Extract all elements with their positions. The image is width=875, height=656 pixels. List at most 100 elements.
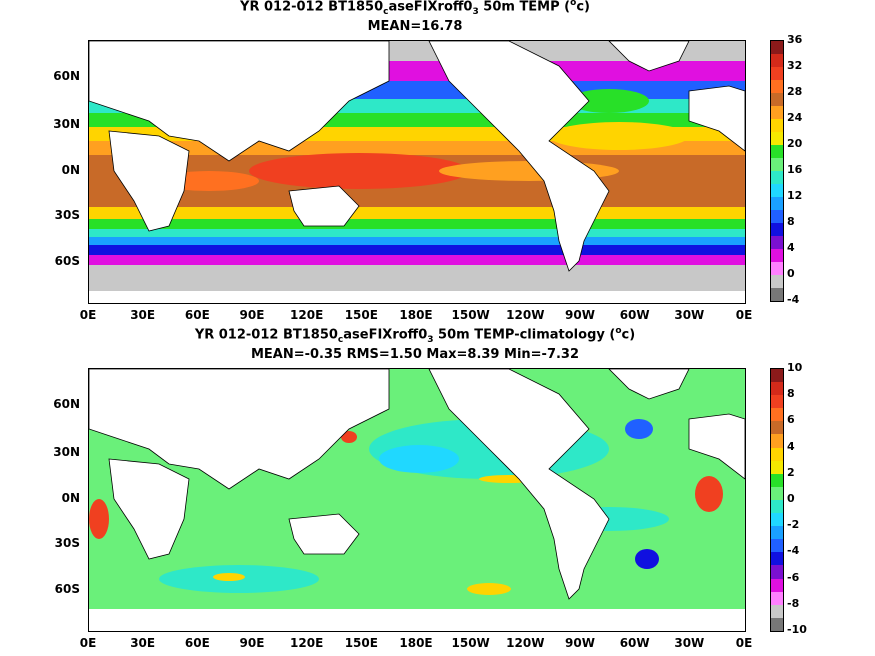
longitude-label: 0E (735, 308, 753, 322)
latitude-label: 30N (53, 445, 80, 459)
panel2-colorbar-swatch (771, 565, 783, 579)
panel2-colorbar-swatch (771, 617, 783, 631)
panel2-title-post: 50m TEMP-climatology ( (433, 327, 616, 343)
panel1-colorbar-tick: 8 (787, 215, 795, 228)
panel1-colorbar-swatch (771, 54, 783, 67)
panel1-colorbar-swatch (771, 249, 783, 262)
panel2-title-sub2: 3 (427, 334, 434, 345)
panel2-map (88, 368, 746, 632)
panel1-colorbar-swatch (771, 288, 783, 301)
panel2-colorbar-swatch (771, 369, 783, 383)
longitude-label: 150E (344, 636, 378, 650)
panel1-colorbar-swatch (771, 236, 783, 249)
longitude-label: 90W (565, 636, 595, 650)
panel2-colorbar-swatch (771, 395, 783, 409)
panel1-colorbar-swatch (771, 210, 783, 223)
longitude-label: 60E (184, 308, 210, 322)
panel1-colorbar-swatch (771, 223, 783, 236)
panel2-title: YR 012-012 BT1850caseFIXroff03 50m TEMP-… (0, 326, 830, 345)
panel1-colorbar-tick: 16 (787, 163, 803, 176)
panel2-colorbar-tick: -4 (787, 544, 800, 558)
longitude-label: 60E (184, 636, 210, 650)
panel2-colorbar-swatch (771, 526, 783, 540)
panel2-colorbar-swatch (771, 434, 783, 448)
panel1-colorbar-swatch (771, 171, 783, 184)
panel1-colorbar-tick: 20 (787, 137, 803, 150)
panel1-colorbar-swatch (771, 275, 783, 288)
panel2-colorbar-tick: 6 (787, 413, 795, 427)
panel2-colorbar-tick: 8 (787, 387, 795, 401)
panel2-colorbar-tick: 10 (787, 361, 803, 374)
latitude-label: 60S (54, 582, 80, 596)
panel1-colorbar-tick: 36 (787, 33, 803, 46)
panel1-title-post: 50m TEMP ( (478, 0, 571, 15)
panel2-colorbar-swatch (771, 499, 783, 514)
panel1-colorbar-tick: 4 (787, 241, 795, 254)
panel1-colorbar-swatch (771, 80, 783, 93)
panel1-colorbar-swatch (771, 197, 783, 210)
panel2-colorbar-swatch (771, 447, 783, 461)
panel1-colorbar-tick: 28 (787, 85, 803, 98)
panel2-colorbar-swatch (771, 513, 783, 527)
longitude-label: 180E (399, 308, 433, 322)
panel1-colorbar-swatch (771, 93, 783, 106)
longitude-label: 30E (130, 308, 156, 322)
panel2-title-mid: aseFIXroff0 (343, 327, 428, 343)
panel2-colorbar-swatch (771, 486, 783, 500)
panel2-colorbar-tick: -10 (787, 623, 807, 636)
panel2-colorbar-tick: 2 (787, 465, 795, 479)
panel2-title-sub1: c (337, 334, 344, 345)
panel2-colorbar-tick: -2 (787, 518, 800, 532)
panel1-colorbar-swatch (771, 132, 783, 145)
panel1-colorbar-swatch (771, 119, 783, 132)
panel2-title-end: c) (621, 327, 636, 343)
longitude-label: 120W (506, 308, 545, 322)
longitude-label: 90E (239, 308, 265, 322)
panel2-colorbar-swatch (771, 473, 783, 487)
panel1-title: YR 012-012 BT1850caseFIXroff03 50m TEMP … (0, 0, 830, 17)
latitude-label: 30N (53, 117, 80, 131)
longitude-label: 90W (565, 308, 595, 322)
panel2-colorbar-swatch (771, 578, 783, 592)
panel2-colorbar-tick: -8 (787, 596, 800, 610)
panel1-colorbar-swatch (771, 106, 783, 119)
latitude-label: 0N (61, 491, 80, 505)
panel2-title-sup: o (615, 326, 622, 336)
panel2-colorbar-swatch (771, 604, 783, 618)
panel2-colorbar-tick: -6 (787, 570, 800, 584)
panel2-colorbar-swatch (771, 421, 783, 435)
panel1-title-end: c) (576, 0, 590, 15)
panel2-stats: MEAN=-0.35 RMS=1.50 Max=8.39 Min=-7.32 (250, 347, 580, 362)
panel1-map-svg (89, 41, 745, 303)
panel1-title-mid: aseFIXroff0 (388, 0, 473, 15)
panel2-colorbar-swatch (771, 460, 783, 474)
panel1-colorbar-tick: 0 (787, 267, 795, 280)
longitude-label: 60W (619, 636, 650, 650)
panel1-colorbar-swatch (771, 262, 783, 275)
panel2-map-svg (89, 369, 745, 631)
panel1-title-pre: YR 012-012 BT1850 (240, 0, 384, 15)
panel2-title-pre: YR 012-012 BT1850 (194, 327, 338, 343)
longitude-label: 30W (674, 636, 705, 650)
panel1-colorbar (770, 40, 784, 302)
panel1-title-sup: o (570, 0, 577, 8)
longitude-label: 120W (506, 636, 545, 650)
longitude-label: 60W (619, 308, 650, 322)
latitude-label: 60N (53, 69, 80, 83)
panel1-colorbar-tick: 12 (787, 189, 803, 202)
panel1-colorbar-swatch (771, 67, 783, 80)
panel1-colorbar-swatch (771, 41, 783, 54)
panel1-colorbar-tick: 32 (787, 59, 803, 72)
latitude-label: 60N (53, 397, 80, 411)
panel1-title-sub2: 3 (472, 6, 479, 17)
longitude-label: 180E (399, 636, 433, 650)
longitude-label: 30W (674, 308, 705, 322)
latitude-label: 30S (54, 536, 80, 550)
panel2-colorbar-swatch (771, 408, 783, 422)
panel1-mean: MEAN=16.78 (367, 19, 463, 34)
longitude-label: 150E (344, 308, 378, 322)
panel1-colorbar-swatch (771, 184, 783, 197)
latitude-label: 0N (61, 163, 80, 177)
panel1-colorbar-swatch (771, 158, 783, 171)
longitude-label: 90E (239, 636, 265, 650)
